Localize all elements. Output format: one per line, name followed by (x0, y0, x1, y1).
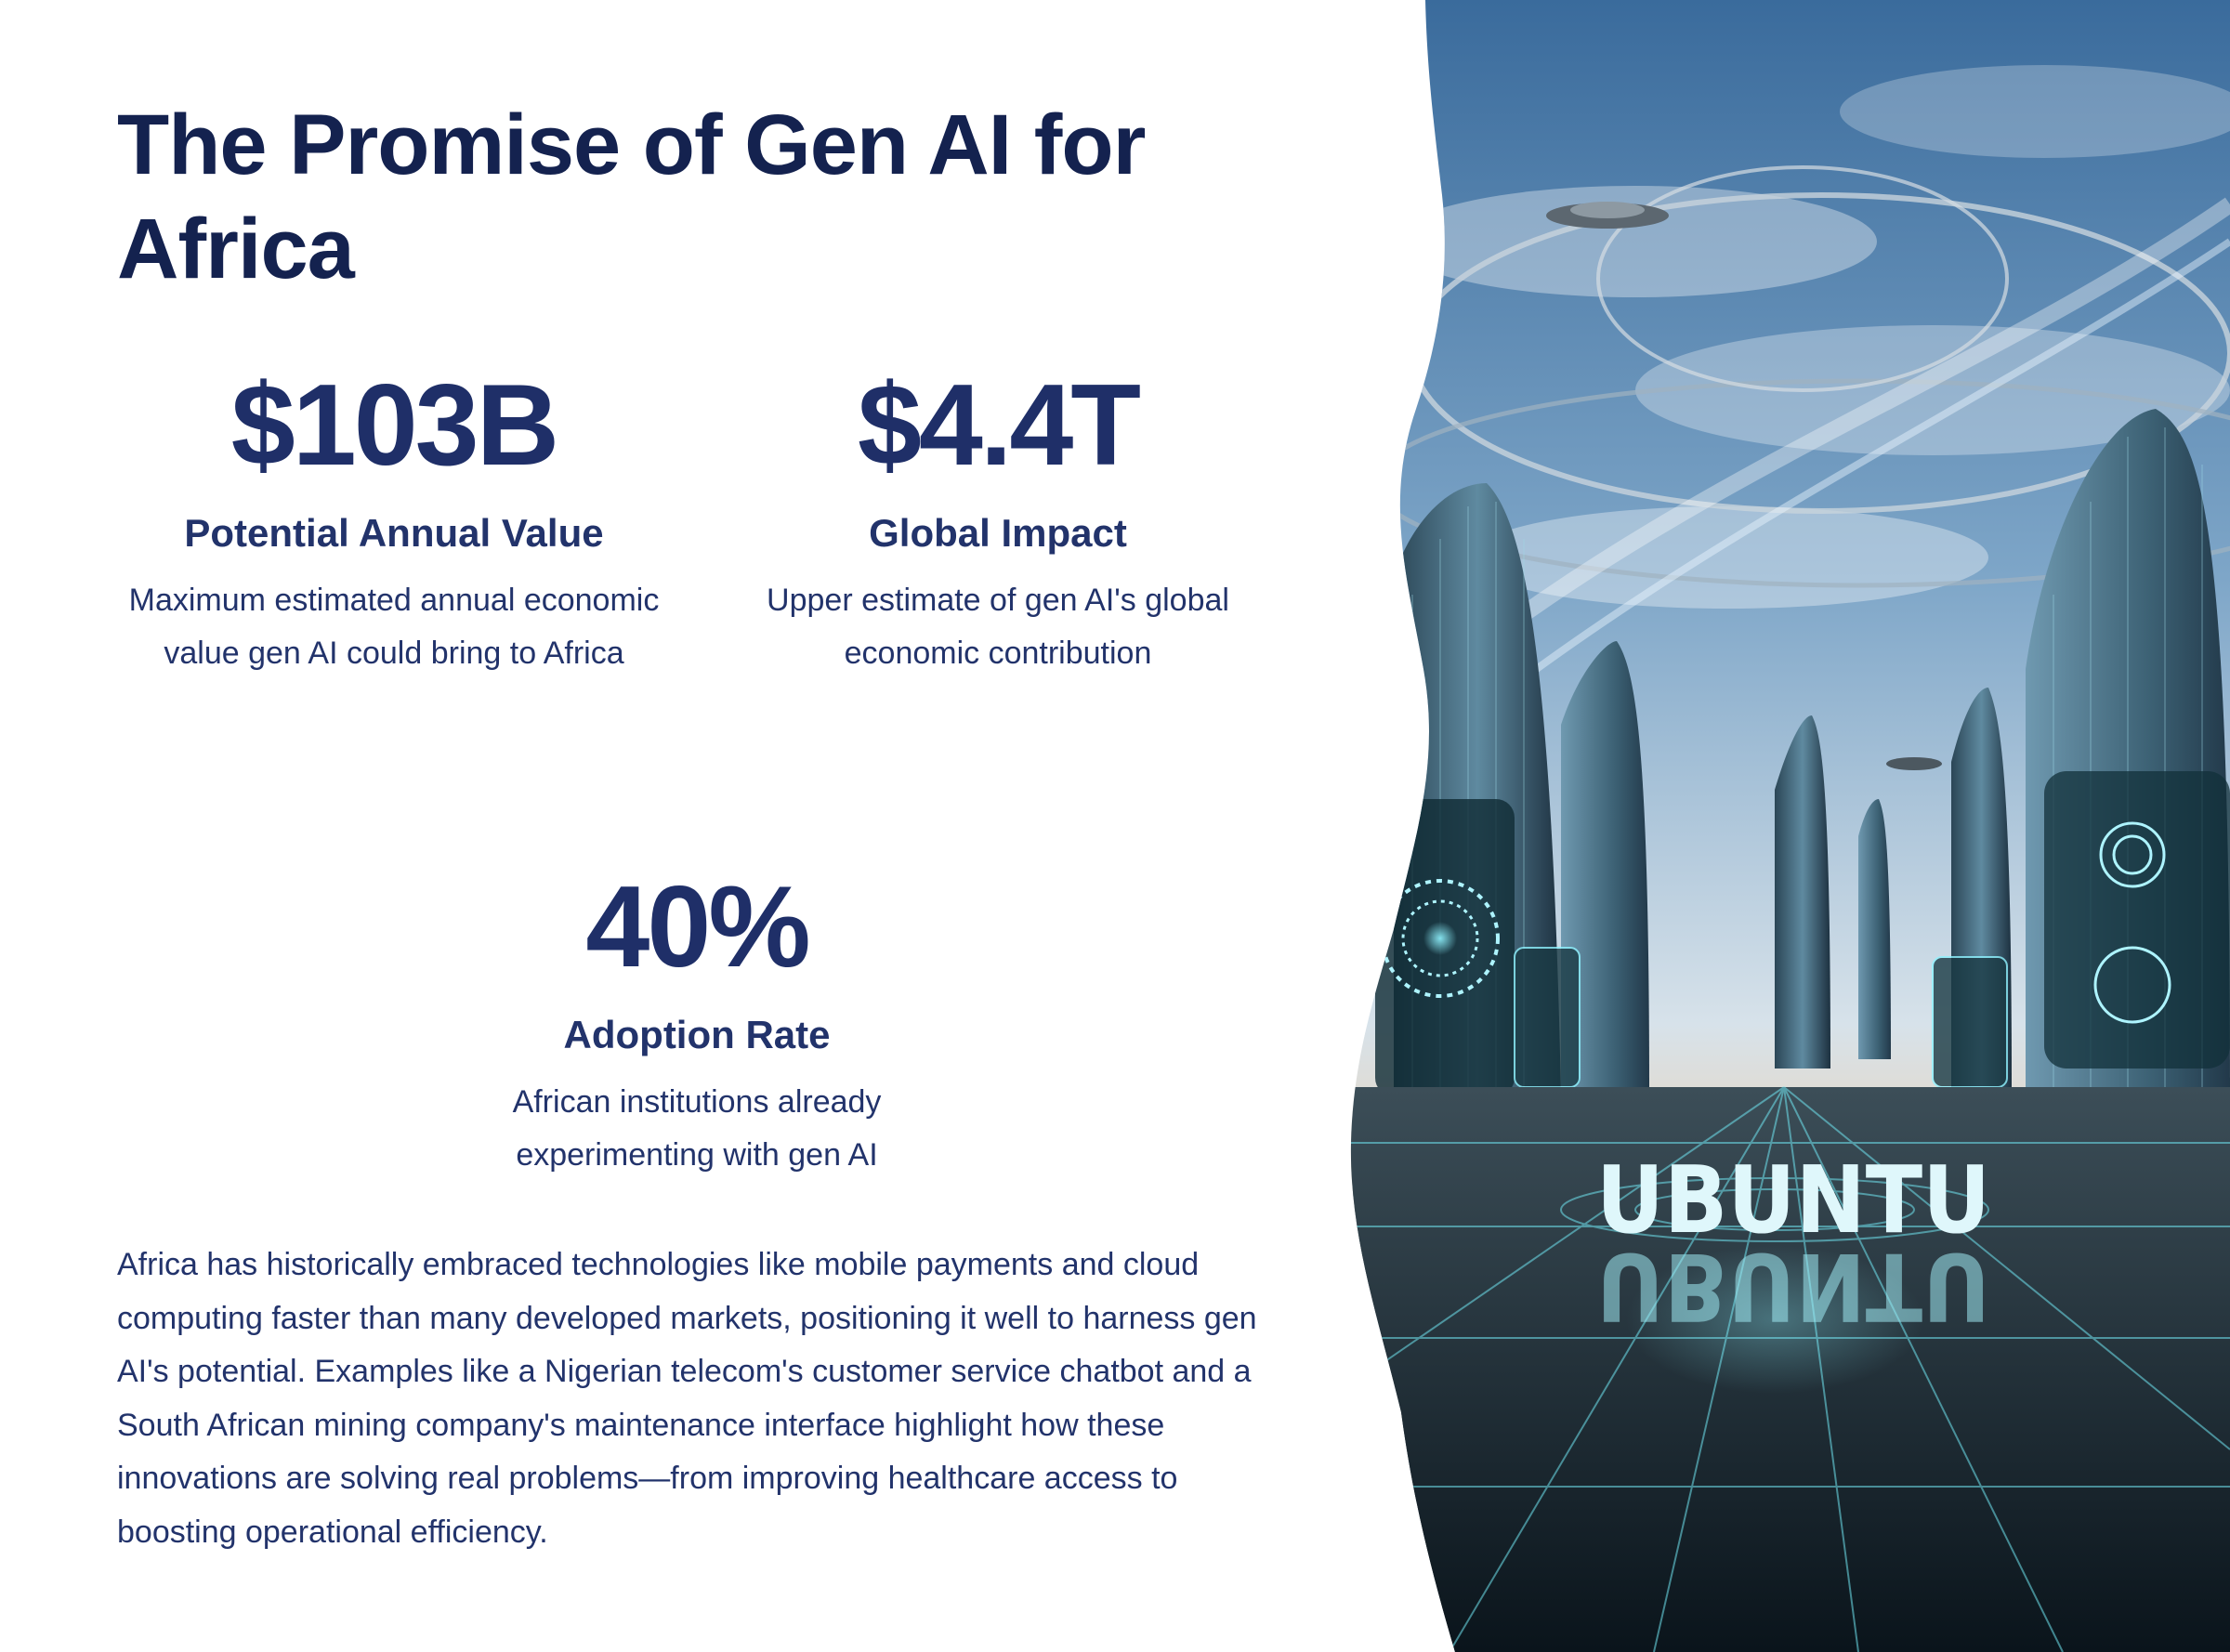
stat-adoption-rate: 40% Adoption Rate African institutions a… (418, 862, 976, 1182)
stat-label: Potential Annual Value (117, 507, 671, 559)
stat-value: $103B (117, 361, 671, 491)
stat-label: Adoption Rate (418, 1009, 976, 1061)
ubuntu-sign-reflection: UBUNTU (1596, 1232, 1990, 1341)
stat-value: 40% (418, 862, 976, 992)
stat-label: Global Impact (721, 507, 1275, 559)
stat-description: Upper estimate of gen AI's global econom… (721, 574, 1275, 680)
stat-global-impact: $4.4T Global Impact Upper estimate of ge… (721, 361, 1275, 680)
stat-description: Maximum estimated annual economic value … (117, 574, 671, 680)
stat-value: $4.4T (721, 361, 1275, 491)
page-title: The Promise of Gen AI for Africa (117, 93, 1288, 301)
futuristic-city-image: UBUNTU UBUNTU (1338, 0, 2230, 1652)
stat-description: African institutions already experimenti… (418, 1076, 976, 1182)
stat-potential-annual-value: $103B Potential Annual Value Maximum est… (117, 361, 671, 680)
body-paragraph: Africa has historically embraced technol… (117, 1239, 1269, 1559)
